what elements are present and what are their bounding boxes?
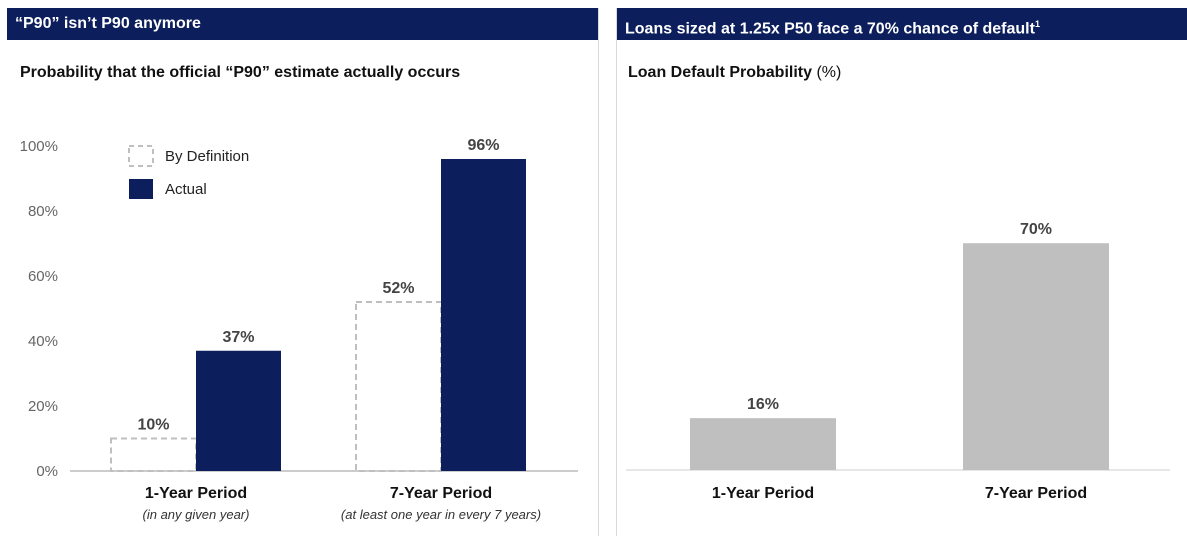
- legend-label-actual: Actual: [165, 181, 207, 198]
- right-chart-unit: (%): [816, 64, 842, 81]
- y-tick-label: 20%: [28, 398, 58, 415]
- legend-swatch-actual: [129, 179, 153, 199]
- bar-default-probability: [963, 243, 1109, 470]
- bar-default-probability: [690, 418, 836, 470]
- y-tick-label: 0%: [36, 463, 58, 480]
- x-category-label: 7-Year Period: [985, 485, 1087, 502]
- legend-swatch-by-definition: [128, 145, 154, 167]
- right-panel-header-text: Loans sized at 1.25x P50 face a 70% chan…: [625, 20, 1035, 38]
- y-tick-label: 60%: [28, 268, 58, 285]
- x-category-label: 1-Year Period: [145, 485, 247, 502]
- x-category-label: 1-Year Period: [712, 485, 814, 502]
- bar-actual: [196, 350, 281, 471]
- bar-by-definition: [110, 437, 197, 472]
- bar-by-definition: [355, 301, 442, 472]
- y-tick-label: 40%: [28, 333, 58, 350]
- data-label-default-probability: 70%: [1020, 221, 1052, 238]
- data-label-actual: 96%: [467, 137, 499, 154]
- x-category-label: 7-Year Period: [390, 485, 492, 502]
- y-tick-label: 80%: [28, 203, 58, 220]
- left-chart-title: Probability that the official “P90” esti…: [20, 64, 461, 81]
- left-panel-header: “P90” isn’t P90 anymore: [7, 8, 598, 40]
- data-label-by-definition: 10%: [137, 417, 169, 434]
- data-label-default-probability: 16%: [747, 396, 779, 413]
- data-label-by-definition: 52%: [382, 280, 414, 297]
- right-panel-header: Loans sized at 1.25x P50 face a 70% chan…: [617, 8, 1187, 40]
- right-chart-title-text: Loan Default Probability: [628, 64, 813, 81]
- y-tick-label: 100%: [20, 138, 58, 155]
- right-chart-title: Loan Default Probability (%): [628, 64, 841, 82]
- data-label-actual: 37%: [222, 329, 254, 346]
- x-category-note: (in any given year): [143, 507, 250, 522]
- bar-actual: [441, 159, 526, 471]
- x-category-note: (at least one year in every 7 years): [341, 507, 541, 522]
- legend-label-by-definition: By Definition: [165, 148, 249, 165]
- footnote-marker: 1: [1034, 19, 1040, 29]
